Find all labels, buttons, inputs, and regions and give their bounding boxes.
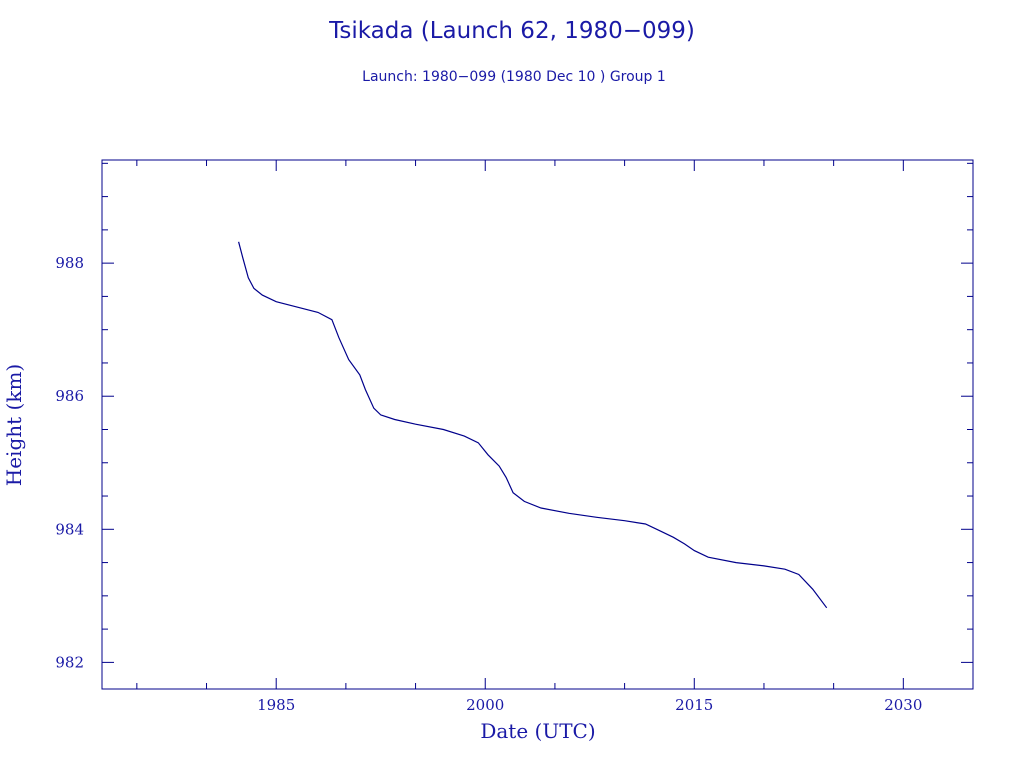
y-tick-label: 982 [55,653,84,671]
chart-title: Tsikada (Launch 62, 1980−099) [328,18,695,44]
plot-frame [101,159,974,690]
y-tick-labels: 982 984 986 988 [55,254,84,671]
x-tick-label: 2030 [884,696,922,714]
y-tick-label: 986 [55,387,84,405]
x-tick-labels: 1985 2000 2015 2030 [257,696,922,714]
height-series-line [238,241,828,609]
x-tick-label: 1985 [257,696,295,714]
y-tick-label: 984 [55,520,84,538]
x-axis-label: Date (UTC) [480,719,595,743]
y-tick-label: 988 [55,254,84,272]
x-tick-label: 2000 [466,696,504,714]
chart-subtitle: Launch: 1980−099 (1980 Dec 10 ) Group 1 [362,69,666,85]
y-axis-label: Height (km) [2,364,26,486]
x-tick-label: 2015 [675,696,713,714]
tick-marks [102,160,974,689]
